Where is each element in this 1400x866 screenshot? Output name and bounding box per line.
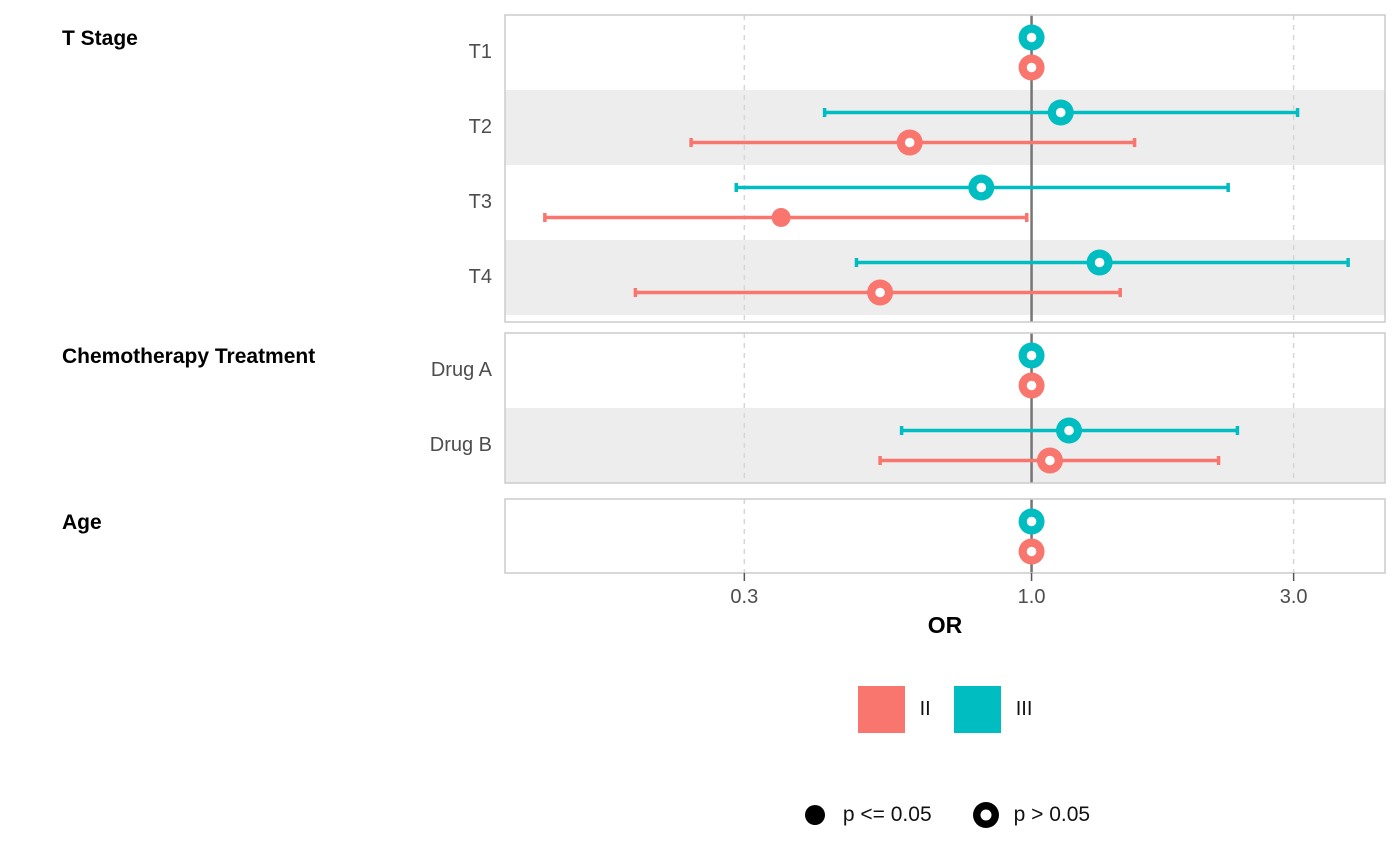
point-open-hole [1026, 380, 1037, 391]
section-title-t-stage: T Stage [62, 27, 138, 50]
pvalue-label-significant: p <= 0.05 [842, 803, 932, 826]
series-label-II: II [919, 697, 931, 720]
x-axis-title: OR [927, 612, 963, 638]
point-open-hole [1026, 546, 1037, 557]
point-open-hole [1094, 257, 1105, 268]
series-label-III: III [1015, 697, 1033, 720]
row-label-t4: T4 [468, 265, 492, 288]
point-open-hole [1026, 516, 1037, 527]
series-swatch-II-icon [857, 685, 905, 733]
panel-border [504, 14, 1386, 323]
x-tick-label-0.3: 0.3 [730, 586, 759, 608]
point-open-hole [904, 137, 915, 148]
section-title-age: Age [62, 511, 102, 534]
section-title-chemotherapy-treatment: Chemotherapy Treatment [62, 345, 316, 368]
point-open-hole [1026, 62, 1037, 73]
open-circle-icon [971, 800, 1001, 830]
row-label-t2: T2 [468, 115, 492, 138]
row-label-drug-b: Drug B [429, 433, 492, 456]
point-open-hole [1026, 350, 1037, 361]
panel-border [504, 332, 1386, 484]
row-stripe [505, 408, 1385, 483]
point-filled [771, 208, 791, 227]
point-open-hole [875, 287, 885, 298]
row-stripe [505, 240, 1385, 315]
pvalue-label-nonsignificant: p > 0.05 [1013, 803, 1091, 826]
pvalue-legend: p <= 0.05 p > 0.05 [505, 796, 1385, 834]
point-open-hole [976, 182, 987, 193]
filled-circle-icon [800, 800, 830, 830]
row-stripe [505, 90, 1385, 165]
series-legend: II III [505, 685, 1385, 733]
row-label-t1: T1 [468, 40, 492, 63]
point-open-hole [1045, 455, 1055, 466]
row-label-drug-a: Drug A [430, 358, 492, 381]
point-open-hole [1026, 32, 1037, 43]
point-open-hole [1055, 107, 1066, 118]
x-tick-label-1.0: 1.0 [1017, 586, 1046, 608]
point-open-hole [1064, 425, 1074, 436]
x-tick-label-3.0: 3.0 [1279, 586, 1308, 608]
row-label-t3: T3 [468, 190, 492, 213]
series-swatch-III-icon [953, 685, 1001, 733]
panel-border [504, 498, 1386, 574]
